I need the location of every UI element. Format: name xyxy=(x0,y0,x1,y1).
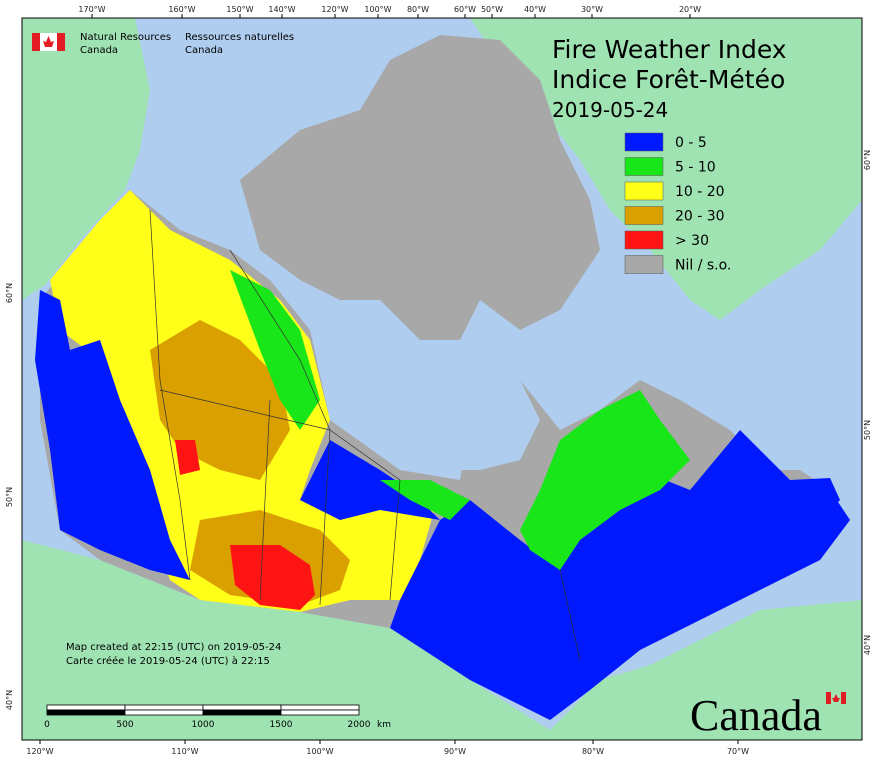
scale-segment xyxy=(46,709,126,716)
org-fr: Canada xyxy=(185,45,223,56)
boundary-line xyxy=(159,389,331,431)
fwi-red xyxy=(230,545,315,610)
top-axis-label: 50°W xyxy=(481,5,503,14)
legend: 0 - 5 5 - 10 10 - 20 20 - 30 > 30 Nil / s.o. xyxy=(624,132,731,274)
legend-label: 20 - 30 xyxy=(675,209,725,225)
top-axis-label: 100°W xyxy=(364,5,391,14)
fwi-blue-east xyxy=(300,430,850,720)
right-axis-label: 60°N xyxy=(863,150,872,170)
arctic-islands xyxy=(240,35,600,340)
legend-swatch xyxy=(624,206,664,225)
scale-segment xyxy=(202,704,282,711)
org-en: Natural Resources xyxy=(80,32,171,43)
maple-leaf xyxy=(43,36,54,47)
boundary-line xyxy=(329,429,401,601)
org-fr: Ressources naturelles xyxy=(185,32,294,43)
boundary-line xyxy=(259,399,271,601)
left-axis-label: 50°N xyxy=(5,487,14,507)
scale-label: 500 xyxy=(116,720,133,730)
note: Map created at 22:15 (UTC) on 2019-05-24 xyxy=(66,642,281,653)
date: 2019-05-24 xyxy=(552,98,668,122)
legend-swatch xyxy=(624,255,664,274)
boundary-line xyxy=(319,429,331,606)
scale-segment xyxy=(280,704,360,711)
scale-label: 0 xyxy=(44,720,50,730)
title: Fire Weather Index xyxy=(552,35,787,64)
scale-segment xyxy=(124,709,204,716)
greenland xyxy=(470,18,862,320)
legend-label: Nil / s.o. xyxy=(675,258,731,274)
bottom-axis-label: 110°W xyxy=(171,747,198,756)
scale-bar: 0 500 1000 1500 2000 km xyxy=(44,704,391,730)
wordmark-flag xyxy=(826,692,846,704)
top-axis-label: 170°W xyxy=(78,5,105,14)
fwi-green-ontario xyxy=(380,480,470,520)
bottom-axis-label: 80°W xyxy=(582,747,604,756)
bottom-axis-label: 100°W xyxy=(306,747,333,756)
legend-label: 5 - 10 xyxy=(675,160,716,176)
legend-swatch xyxy=(624,181,664,201)
top-axis-label: 30°W xyxy=(581,5,603,14)
fwi-green-quebec xyxy=(520,390,690,570)
legend-swatch xyxy=(624,132,664,152)
boundary-line xyxy=(149,209,191,581)
scale-segment xyxy=(46,704,126,711)
scale-segment xyxy=(124,704,204,711)
top-axis-label: 120°W xyxy=(321,5,348,14)
top-axis-label: 60°W xyxy=(454,5,476,14)
legend-swatch xyxy=(624,157,664,176)
top-axis-label: 150°W xyxy=(226,5,253,14)
flag-bar xyxy=(32,33,40,51)
united-states xyxy=(22,540,862,740)
bottom-axis-label: 70°W xyxy=(727,747,749,756)
hudson-bay xyxy=(380,350,540,470)
fwi-green-north xyxy=(230,270,320,430)
legend-swatch xyxy=(624,230,664,250)
scale-label: 1500 xyxy=(270,720,293,730)
scale-unit: km xyxy=(377,720,391,730)
right-axis-label: 40°N xyxy=(863,635,872,655)
fwi-blue-newfoundland xyxy=(790,478,840,520)
scale-segment xyxy=(202,709,282,716)
axis-labels: 170°W 160°W 150°W 140°W 120°W 100°W 80°W 60°W 50… xyxy=(5,5,872,756)
right-axis-label: 50°N xyxy=(863,420,872,440)
scale-segment xyxy=(280,709,360,716)
scale-label: 2000 xyxy=(348,720,371,730)
top-axis-label: 40°W xyxy=(524,5,546,14)
wordmark: Canada xyxy=(690,691,822,740)
fwi-blue-west xyxy=(35,290,190,580)
map-area xyxy=(21,17,863,741)
boundary-line xyxy=(559,569,581,661)
nrcan-logo: Natural Resources Canada Ressources natu… xyxy=(32,32,294,56)
legend-label: 10 - 20 xyxy=(675,184,725,200)
flag-bar xyxy=(57,33,65,51)
flag-bar xyxy=(826,692,831,704)
boundaries xyxy=(149,209,581,661)
top-axis-label: 20°W xyxy=(679,5,701,14)
legend-label: 0 - 5 xyxy=(675,135,707,151)
legend-label: > 30 xyxy=(675,233,709,249)
flag-bar xyxy=(841,692,846,704)
org-en: Canada xyxy=(80,45,118,56)
top-axis-label: 160°W xyxy=(168,5,195,14)
bottom-axis-label: 120°W xyxy=(26,747,53,756)
scale-label: 1000 xyxy=(192,720,215,730)
alaska-russia xyxy=(22,18,150,300)
note: Carte créée le 2019-05-24 (UTC) à 22:15 xyxy=(66,655,270,667)
boundary-line xyxy=(229,249,331,431)
fwi-red-2 xyxy=(175,440,200,475)
top-axis-label: 140°W xyxy=(268,5,295,14)
map-frame xyxy=(21,17,863,741)
title: Indice Forêt-Météo xyxy=(552,65,785,94)
left-axis-label: 40°N xyxy=(5,690,14,710)
bottom-axis-label: 90°W xyxy=(444,747,466,756)
left-axis-label: 60°N xyxy=(5,283,14,303)
maple-leaf xyxy=(832,694,840,702)
top-axis-label: 80°W xyxy=(407,5,429,14)
